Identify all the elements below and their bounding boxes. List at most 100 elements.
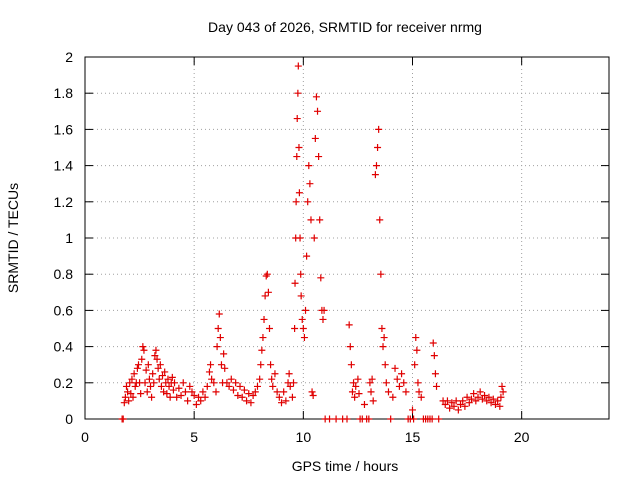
data-point <box>433 382 441 390</box>
data-point <box>159 372 167 380</box>
data-point <box>240 386 248 394</box>
data-point <box>347 361 355 369</box>
y-tick-label: 0.6 <box>54 302 74 318</box>
data-point <box>294 62 302 70</box>
data-point <box>238 393 246 401</box>
data-point <box>197 397 205 405</box>
data-point <box>264 288 272 296</box>
data-point <box>280 388 288 396</box>
data-point <box>245 390 253 398</box>
data-point <box>414 379 422 387</box>
data-point <box>293 115 301 123</box>
data-point <box>267 361 275 369</box>
x-tick-label: 10 <box>296 429 312 445</box>
data-point <box>332 415 340 423</box>
data-point <box>395 382 403 390</box>
data-point <box>365 415 373 423</box>
data-point <box>372 162 380 170</box>
data-point <box>461 402 469 410</box>
data-point <box>232 379 240 387</box>
data-point <box>310 234 318 242</box>
data-point <box>300 334 308 342</box>
data-point <box>273 388 281 396</box>
data-point <box>190 391 198 399</box>
data-point <box>195 393 203 401</box>
data-point <box>441 401 449 409</box>
data-point <box>297 270 305 278</box>
data-point <box>374 144 382 151</box>
data-point <box>499 388 507 396</box>
data-point <box>208 375 216 383</box>
data-point <box>454 406 462 414</box>
data-point <box>131 382 139 390</box>
y-tick-label: 1.4 <box>54 158 74 174</box>
y-tick-label: 0.4 <box>54 339 74 355</box>
data-point <box>452 397 460 405</box>
data-point <box>351 393 359 401</box>
data-point <box>215 310 223 318</box>
data-point <box>459 397 467 405</box>
y-tick-label: 1 <box>65 230 73 246</box>
data-point <box>149 370 157 378</box>
data-point <box>354 375 362 383</box>
data-point <box>446 404 454 412</box>
data-point <box>483 397 491 405</box>
y-tick-label: 1.2 <box>54 194 74 210</box>
data-point <box>142 366 150 374</box>
data-point <box>271 370 279 378</box>
data-point <box>261 292 269 300</box>
data-point <box>319 315 327 323</box>
data-point <box>298 315 306 323</box>
data-point <box>320 306 328 314</box>
data-point <box>220 350 228 358</box>
y-axis-label: SRMTID / TECUs <box>5 183 21 293</box>
data-point <box>138 355 146 363</box>
data-point <box>258 346 266 354</box>
data-point <box>381 361 389 369</box>
data-point <box>133 364 141 372</box>
data-point <box>467 395 475 403</box>
data-point <box>496 402 504 410</box>
data-point <box>143 388 151 396</box>
data-point <box>371 171 379 179</box>
y-tick-label: 0.8 <box>54 266 74 282</box>
data-point <box>236 382 244 390</box>
data-point <box>127 390 135 398</box>
data-point <box>290 379 298 387</box>
data-point <box>402 388 410 396</box>
data-point <box>431 370 439 378</box>
data-point <box>275 393 283 401</box>
data-points <box>118 62 507 423</box>
data-point <box>417 393 425 401</box>
data-point <box>465 399 473 407</box>
data-point <box>498 382 506 390</box>
data-point <box>379 343 387 351</box>
data-point <box>474 393 482 401</box>
data-point <box>119 415 127 423</box>
data-point <box>494 397 502 405</box>
data-point <box>268 375 276 383</box>
data-point <box>229 386 237 394</box>
data-point <box>299 325 307 332</box>
data-point <box>377 270 385 278</box>
data-point <box>157 382 165 390</box>
data-point <box>435 415 443 423</box>
data-point <box>120 399 128 407</box>
data-point <box>139 343 147 351</box>
data-point <box>265 325 273 332</box>
data-point <box>154 364 162 372</box>
data-point <box>213 343 221 351</box>
data-point <box>141 379 149 387</box>
data-point <box>489 395 497 403</box>
x-tick-label: 20 <box>514 429 530 445</box>
data-point <box>448 399 456 407</box>
data-point <box>387 415 395 423</box>
data-point <box>304 198 312 206</box>
data-point <box>243 397 251 405</box>
data-point <box>378 325 386 332</box>
data-point <box>285 370 293 378</box>
data-point <box>398 370 406 378</box>
data-point <box>175 384 183 392</box>
data-point <box>450 402 458 410</box>
